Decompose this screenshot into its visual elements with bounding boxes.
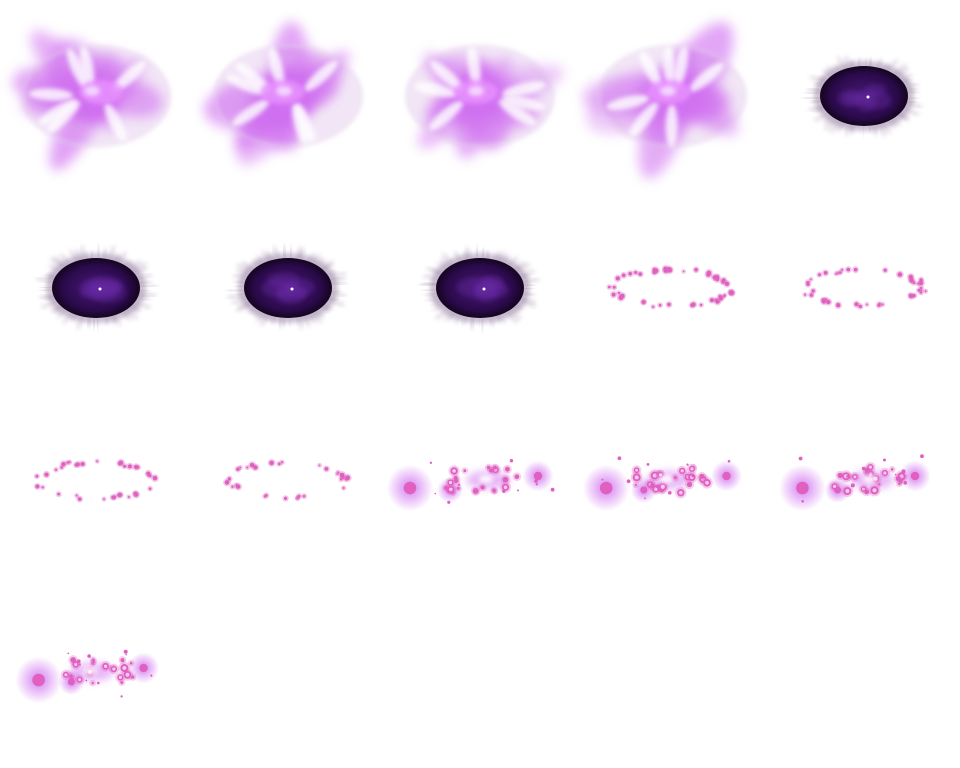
sprite-frame-5	[768, 0, 960, 192]
spark-burst-effect	[779, 454, 931, 512]
spark-ring-sprite	[223, 459, 352, 502]
pink-ring-sprite	[203, 21, 362, 166]
sprite-frame-9	[576, 192, 768, 384]
dark-orb-sprite	[36, 244, 158, 330]
sprite-frame-12	[192, 384, 384, 576]
spark-ring-sprite	[606, 265, 736, 310]
sprite-frame-13	[384, 384, 576, 576]
sprite-frame-1	[0, 0, 192, 192]
pink-ring-sprite	[406, 44, 565, 159]
sprite-frame-10	[768, 192, 960, 384]
sprite-frame-15	[768, 384, 960, 576]
spark-ring-effect	[223, 459, 352, 502]
sprite-frame-8	[384, 192, 576, 384]
sprite-frame-11	[0, 384, 192, 576]
dark-orb-sprite	[419, 246, 540, 332]
spark-ring-effect	[33, 458, 159, 503]
spark-burst-effect	[582, 456, 743, 512]
spark-burst-sprite	[779, 454, 931, 512]
spark-ring-effect	[802, 266, 929, 310]
pink-ring-effect	[406, 44, 565, 159]
pink-ring-effect	[12, 30, 170, 171]
dark-orb-effect	[803, 56, 922, 138]
sprite-frame-2	[192, 0, 384, 192]
pink-ring-effect	[582, 22, 746, 179]
spark-ring-sprite	[802, 266, 929, 310]
pink-ring-sprite	[12, 30, 170, 171]
pink-ring-effect	[203, 21, 362, 166]
sprite-frame-3	[384, 0, 576, 192]
spark-burst-effect	[15, 649, 160, 704]
spark-burst-sprite	[386, 459, 555, 512]
sprite-frame-14	[576, 384, 768, 576]
sprite-frame-6	[0, 192, 192, 384]
spark-burst-effect	[386, 459, 555, 512]
dark-orb-effect	[419, 246, 540, 332]
spark-ring-sprite	[33, 458, 159, 503]
spark-ring-effect	[606, 265, 736, 310]
dark-orb-sprite	[803, 56, 922, 138]
pink-ring-sprite	[582, 22, 746, 179]
spark-burst-sprite	[15, 649, 160, 704]
sprite-frame-4	[576, 0, 768, 192]
dark-orb-sprite	[226, 245, 346, 330]
dark-orb-effect	[226, 245, 346, 330]
sprite-frame-16	[0, 576, 192, 768]
spark-burst-sprite	[582, 456, 743, 512]
dark-orb-effect	[36, 244, 158, 330]
sprite-frame-7	[192, 192, 384, 384]
